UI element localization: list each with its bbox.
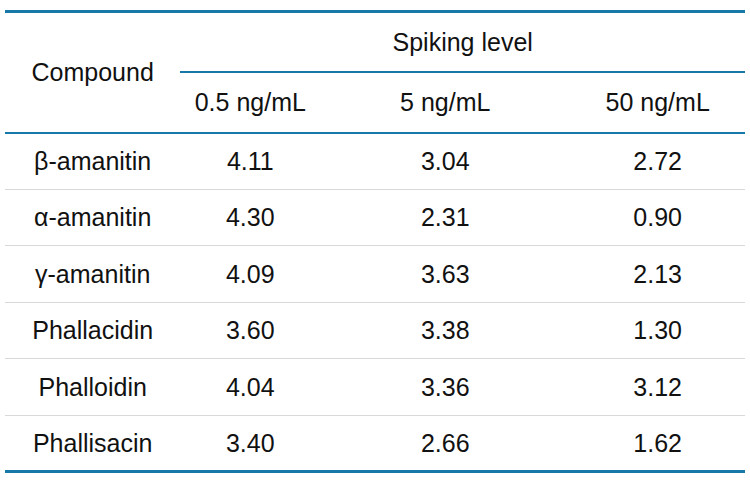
table-row: Phallacidin 3.60 3.38 1.30 bbox=[5, 302, 745, 359]
level-header-50-ng-ml: 50 ng/mL bbox=[570, 72, 745, 133]
compound-column-header: Compound bbox=[5, 12, 180, 133]
value-cell: 2.72 bbox=[570, 133, 745, 190]
value-cell: 2.31 bbox=[320, 189, 570, 246]
table-header: Compound Spiking level 0.5 ng/mL 5 ng/mL… bbox=[5, 12, 745, 133]
table-row: Phallisacin 3.40 2.66 1.62 bbox=[5, 415, 745, 472]
table-body: β-amanitin 4.11 3.04 2.72 α-amanitin 4.3… bbox=[5, 133, 745, 472]
spiking-level-table: Compound Spiking level 0.5 ng/mL 5 ng/mL… bbox=[5, 10, 745, 473]
value-cell: 4.09 bbox=[180, 246, 320, 303]
value-cell: 3.60 bbox=[180, 302, 320, 359]
value-cell: 4.11 bbox=[180, 133, 320, 190]
value-cell: 3.12 bbox=[570, 359, 745, 416]
compound-cell: β-amanitin bbox=[5, 133, 180, 190]
table-row: α-amanitin 4.30 2.31 0.90 bbox=[5, 189, 745, 246]
compound-cell: α-amanitin bbox=[5, 189, 180, 246]
value-cell: 3.04 bbox=[320, 133, 570, 190]
value-cell: 2.66 bbox=[320, 415, 570, 472]
value-cell: 3.36 bbox=[320, 359, 570, 416]
value-cell: 1.30 bbox=[570, 302, 745, 359]
compound-cell: Phallacidin bbox=[5, 302, 180, 359]
spiking-level-spanner-header: Spiking level bbox=[180, 12, 745, 72]
compound-cell: Phallisacin bbox=[5, 415, 180, 472]
value-cell: 3.38 bbox=[320, 302, 570, 359]
compound-cell: γ-amanitin bbox=[5, 246, 180, 303]
value-cell: 0.90 bbox=[570, 189, 745, 246]
value-cell: 3.63 bbox=[320, 246, 570, 303]
table-row: β-amanitin 4.11 3.04 2.72 bbox=[5, 133, 745, 190]
value-cell: 4.30 bbox=[180, 189, 320, 246]
value-cell: 1.62 bbox=[570, 415, 745, 472]
table-row: Phalloidin 4.04 3.36 3.12 bbox=[5, 359, 745, 416]
compound-cell: Phalloidin bbox=[5, 359, 180, 416]
level-header-5-ng-ml: 5 ng/mL bbox=[320, 72, 570, 133]
value-cell: 2.13 bbox=[570, 246, 745, 303]
value-cell: 4.04 bbox=[180, 359, 320, 416]
table-row: γ-amanitin 4.09 3.63 2.13 bbox=[5, 246, 745, 303]
spanner-header-row: Compound Spiking level bbox=[5, 12, 745, 72]
paper-table-figure: Compound Spiking level 0.5 ng/mL 5 ng/mL… bbox=[0, 10, 750, 492]
value-cell: 3.40 bbox=[180, 415, 320, 472]
level-header-0-5-ng-ml: 0.5 ng/mL bbox=[180, 72, 320, 133]
